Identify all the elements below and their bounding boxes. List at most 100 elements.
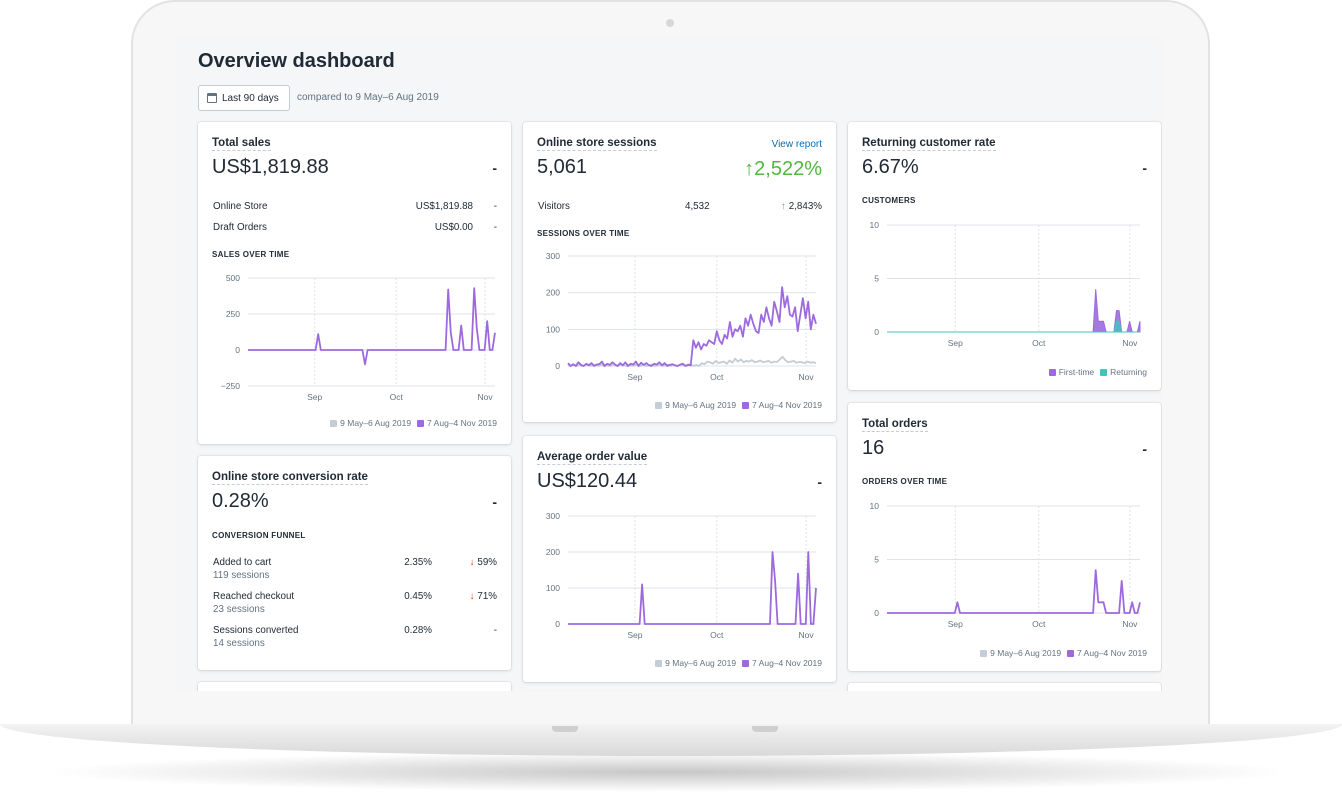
- y-tick-label: 500: [226, 273, 240, 283]
- sales-row-online-store: Online Store US$1,819.88 -: [213, 201, 497, 215]
- y-tick-label: 10: [870, 220, 880, 230]
- legend-current: 7 Aug–4 Nov 2019: [1067, 648, 1147, 658]
- y-tick-label: 300: [546, 251, 560, 261]
- series-area: [887, 320, 1140, 333]
- laptop-hinge-left: [552, 726, 578, 732]
- step-rate: 2.35%: [404, 557, 432, 568]
- series-line: [567, 355, 817, 367]
- y-tick-label: 0: [874, 327, 879, 337]
- date-range-button[interactable]: Last 90 days: [198, 85, 290, 111]
- aov-chart: 300 200 100 0 Sep Oct Nov: [546, 511, 817, 640]
- x-tick-label: Oct: [710, 630, 724, 640]
- y-tick-label: −250: [221, 381, 240, 391]
- laptop-hinge-right: [752, 726, 778, 732]
- step-rate: 0.45%: [404, 591, 432, 602]
- sessions-chart-label: SESSIONS OVER TIME: [537, 229, 630, 238]
- y-tick-label: 0: [555, 361, 560, 371]
- step-change: -: [493, 625, 497, 636]
- x-tick-label: Sep: [948, 338, 963, 348]
- aov-value: US$120.44: [537, 470, 638, 492]
- row-change: -: [493, 222, 497, 233]
- row-label: Online Store: [213, 201, 268, 212]
- x-tick-label: Nov: [478, 392, 494, 402]
- sales-chart: 500 250 0 −250 Sep Oct Nov: [221, 273, 496, 402]
- x-tick-label: Nov: [1122, 619, 1138, 629]
- series-line: [887, 569, 1141, 614]
- sessions-value: 5,061: [537, 156, 588, 178]
- legend-previous: 9 May–6 Aug 2019: [655, 658, 736, 668]
- sales-legend: 9 May–6 Aug 2019 7 Aug–4 Nov 2019: [330, 418, 497, 428]
- step-sessions: 119 sessions: [213, 570, 270, 581]
- aov-title[interactable]: Average order value: [537, 451, 648, 465]
- y-tick-label: 200: [546, 288, 560, 298]
- y-tick-label: 0: [874, 608, 879, 618]
- sales-row-draft-orders: Draft Orders US$0.00 -: [213, 222, 497, 236]
- y-tick-label: 0: [555, 619, 560, 629]
- legend-current: 7 Aug–4 Nov 2019: [742, 658, 822, 668]
- customers-legend: First-time Returning: [1048, 367, 1147, 377]
- orders-chart-label: ORDERS OVER TIME: [862, 477, 948, 486]
- x-tick-label: Nov: [799, 630, 815, 640]
- orders-legend: 9 May–6 Aug 2019 7 Aug–4 Nov 2019: [980, 648, 1147, 658]
- step-change: ↓ 59%: [469, 557, 497, 568]
- aov-legend: 9 May–6 Aug 2019 7 Aug–4 Nov 2019: [655, 658, 822, 668]
- step-sessions: 14 sessions: [213, 638, 265, 649]
- next-card-right: [848, 683, 1161, 691]
- legend-first-time: First-time: [1048, 367, 1094, 377]
- funnel-label: CONVERSION FUNNEL: [212, 531, 306, 540]
- x-tick-label: Oct: [710, 372, 724, 382]
- conversion-rate-change: -: [492, 494, 497, 510]
- total-orders-value: 16: [862, 437, 885, 459]
- funnel-step: Sessions converted 14 sessions 0.28% -: [213, 625, 497, 653]
- x-tick-label: Oct: [390, 392, 404, 402]
- x-tick-label: Sep: [627, 630, 642, 640]
- x-tick-label: Sep: [627, 372, 642, 382]
- y-tick-label: 10: [870, 501, 880, 511]
- date-range-label: Last 90 days: [222, 92, 279, 104]
- visitors-row: Visitors 4,532 ↑ 2,843%: [538, 201, 822, 215]
- funnel-step: Reached checkout 23 sessions 0.45% ↓ 71%: [213, 591, 497, 619]
- total-orders-title[interactable]: Total orders: [862, 418, 928, 432]
- sessions-title[interactable]: Online store sessions: [537, 137, 657, 151]
- x-tick-label: Sep: [307, 392, 322, 402]
- laptop-shadow: [40, 752, 1302, 792]
- y-tick-label: 100: [546, 324, 560, 334]
- returning-rate-title[interactable]: Returning customer rate: [862, 137, 996, 151]
- dashboard-screen: Overview dashboard Last 90 days compared…: [176, 38, 1162, 691]
- page-title: Overview dashboard: [198, 50, 395, 72]
- compare-text: compared to 9 May–6 Aug 2019: [297, 92, 439, 103]
- row-value: 4,532: [685, 201, 710, 212]
- conversion-rate-title[interactable]: Online store conversion rate: [212, 471, 368, 485]
- step-rate: 0.28%: [404, 625, 432, 636]
- sales-chart-label: SALES OVER TIME: [212, 250, 290, 259]
- y-tick-label: 300: [546, 511, 560, 521]
- sessions-legend: 9 May–6 Aug 2019 7 Aug–4 Nov 2019: [655, 400, 822, 410]
- y-tick-label: 250: [226, 309, 240, 319]
- camera-dot: [666, 19, 674, 27]
- returning-rate-change: -: [1142, 160, 1147, 176]
- conversion-rate-value: 0.28%: [212, 490, 269, 512]
- x-tick-label: Sep: [948, 619, 963, 629]
- sessions-chart: 300 200 100 0 Sep Oct Nov: [546, 251, 817, 382]
- x-tick-label: Oct: [1032, 619, 1046, 629]
- y-tick-label: 5: [874, 555, 879, 565]
- customers-chart: 10 5 0 Sep Oct Nov: [870, 220, 1141, 348]
- y-tick-label: 0: [235, 345, 240, 355]
- next-card-left: [198, 682, 511, 691]
- aov-change: -: [817, 474, 822, 490]
- y-tick-label: 100: [546, 583, 560, 593]
- sessions-card: Online store sessions View report 5,061 …: [523, 122, 836, 422]
- customers-chart-label: CUSTOMERS: [862, 196, 916, 205]
- legend-previous: 9 May–6 Aug 2019: [655, 400, 736, 410]
- step-label: Added to cart: [213, 557, 272, 568]
- row-change: ↑ 2,843%: [781, 201, 822, 212]
- total-sales-card: Total sales US$1,819.88 - Online Store U…: [198, 122, 511, 444]
- view-report-link[interactable]: View report: [771, 139, 822, 150]
- legend-current: 7 Aug–4 Nov 2019: [417, 418, 497, 428]
- row-label: Visitors: [538, 201, 570, 212]
- series-line: [567, 286, 817, 367]
- step-label: Sessions converted: [213, 625, 299, 636]
- sessions-change: ↑2,522%: [744, 158, 822, 180]
- total-sales-title[interactable]: Total sales: [212, 137, 271, 151]
